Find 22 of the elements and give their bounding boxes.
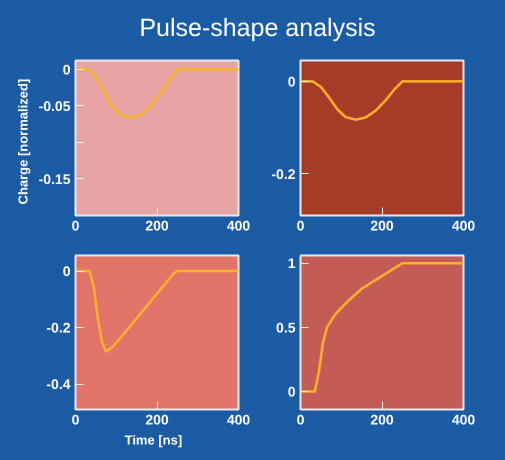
y-tick-label: 0 bbox=[62, 61, 71, 78]
x-tick-label: 400 bbox=[452, 218, 476, 234]
y-tick-label: -0.05 bbox=[38, 98, 71, 114]
y-tick-label: 0.5 bbox=[276, 319, 296, 336]
x-tick-label: 200 bbox=[145, 412, 169, 428]
x-axis-title: Time [ns] bbox=[124, 432, 182, 448]
x-tick-label: 400 bbox=[226, 218, 250, 234]
y-tick-label: 0 bbox=[62, 263, 71, 280]
y-tick-label: -0.2 bbox=[46, 320, 71, 336]
y-tick-label: -0.2 bbox=[271, 166, 296, 182]
x-tick-label: 400 bbox=[226, 412, 250, 428]
y-tick-label: 1 bbox=[288, 255, 296, 272]
x-tick-label: 400 bbox=[452, 412, 476, 428]
y-tick-label: 0 bbox=[288, 73, 296, 90]
chart-title: Pulse-shape analysis bbox=[139, 13, 376, 44]
y-tick-label: -0.4 bbox=[46, 376, 71, 392]
x-tick-label: 200 bbox=[145, 218, 169, 234]
x-tick-label: 200 bbox=[370, 218, 394, 234]
y-tick-label: 0 bbox=[288, 384, 296, 400]
y-axis-title: Charge [normalized] bbox=[16, 78, 31, 204]
y-tick-label: -0.15 bbox=[38, 170, 71, 187]
x-tick-label: 200 bbox=[370, 412, 394, 428]
